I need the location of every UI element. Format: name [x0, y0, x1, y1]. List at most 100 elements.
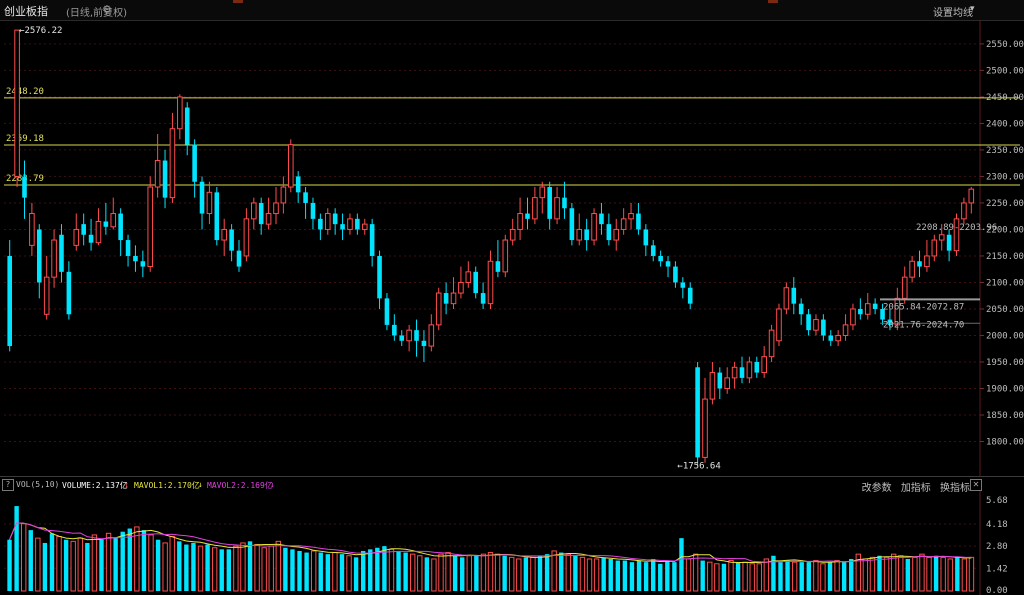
candle-body — [628, 213, 634, 220]
volume-bar — [254, 544, 260, 592]
volume-bar — [339, 554, 345, 591]
volume-bar — [643, 562, 649, 591]
volume-bar — [749, 563, 755, 592]
gear-icon[interactable]: ⚙ — [102, 3, 112, 16]
volume-bar — [304, 552, 309, 591]
candle-body — [192, 144, 197, 182]
volume-bar — [827, 562, 833, 591]
candle-body — [547, 187, 552, 219]
switch-indicator-button[interactable]: 换指标 — [940, 483, 970, 494]
volume-bar — [318, 552, 323, 591]
volume-bar — [728, 560, 734, 592]
candle-body — [125, 240, 131, 256]
candle-body — [850, 308, 856, 326]
volume-bar — [813, 560, 819, 592]
volume-bar — [565, 553, 571, 592]
volume-bar — [551, 550, 557, 592]
volume-bar — [593, 558, 600, 592]
volume-bar — [890, 553, 897, 592]
candle-body — [901, 276, 908, 299]
candle-body — [162, 160, 168, 198]
candle-body — [768, 329, 775, 358]
candle-body — [709, 372, 716, 400]
add-indicator-button[interactable]: 加指标 — [900, 483, 931, 494]
close-icon[interactable]: ✕ — [970, 479, 982, 491]
volume-bar — [431, 558, 437, 592]
min-annotation: ←1756.64 — [677, 461, 720, 471]
candle-body — [953, 218, 960, 252]
candle-body — [229, 229, 234, 251]
volume-bar — [926, 556, 932, 592]
volume-bar — [120, 531, 125, 591]
gap-annotation: 2065.84-2072.87 — [883, 302, 964, 312]
candle-body — [532, 197, 538, 220]
change-params-button[interactable]: 改参数 — [861, 483, 892, 494]
volume-bar — [310, 550, 317, 592]
candle-body — [887, 319, 893, 325]
volume-bar — [791, 561, 798, 592]
candle-body — [324, 213, 331, 230]
candle-body — [680, 282, 686, 288]
candle-body — [946, 234, 952, 251]
volume-bar — [211, 547, 218, 592]
volume-bar — [665, 560, 670, 591]
volume-bar — [155, 539, 161, 591]
gap-annotation: 2208.89-2203.96 — [916, 223, 997, 233]
title-bar: 创业板指 (日线,前复权) ⚙ 设置均线 ▾ — [0, 0, 1024, 21]
help-icon[interactable]: ? — [2, 479, 14, 491]
y-tick-label: 1.42 — [986, 564, 1008, 574]
volume-bar — [636, 560, 642, 591]
candle-body — [754, 361, 760, 373]
volume-bar — [42, 542, 48, 591]
volume-bar — [573, 555, 578, 591]
y-tick-label: 2150.00 — [986, 252, 1024, 262]
volume-bar — [650, 558, 656, 591]
candle-body — [620, 218, 627, 230]
candle-body — [487, 260, 494, 305]
arrow-down-icon: ↓ — [198, 480, 203, 489]
volume-chart[interactable]: 0.00 1.42 2.80 4.18 5.68 — [0, 476, 1024, 595]
volume-bar — [516, 558, 522, 592]
volume-bar — [685, 558, 692, 592]
volume-bar — [862, 558, 869, 592]
ma-setting-button[interactable]: 设置均线 — [933, 8, 973, 19]
volume-bar — [735, 562, 741, 591]
volume-bar — [622, 560, 628, 591]
y-tick-label: 4.18 — [986, 520, 1008, 530]
volume-bar — [205, 544, 210, 591]
volume-bar — [672, 562, 677, 591]
volume-bar — [56, 536, 62, 592]
volume-bar — [707, 561, 713, 592]
candle-body — [606, 224, 612, 241]
candle-body — [206, 191, 213, 215]
candle-body — [273, 202, 279, 215]
candle-body — [214, 192, 220, 241]
candle-body — [502, 239, 509, 273]
mavol2-line — [9, 522, 972, 563]
volume-bar — [388, 548, 395, 592]
chart-title: 创业板指 — [4, 5, 48, 18]
volume-bar — [247, 541, 253, 591]
candlestick-chart[interactable]: 1800.00 1850.00 1900.00 1950.00 2000.00 2050.… — [0, 20, 1024, 476]
volume-bar — [700, 560, 705, 591]
candle-body — [177, 96, 183, 130]
candle-body — [517, 213, 523, 230]
volume-bar — [530, 556, 536, 592]
vol-mavol1-value: MAVOL1:2.170亿 — [134, 481, 200, 490]
chevron-down-icon[interactable]: ▾ — [970, 4, 975, 14]
volume-bar — [77, 537, 83, 592]
volume-bar — [869, 556, 876, 592]
candle-body — [428, 324, 435, 347]
y-tick-label: 2050.00 — [986, 305, 1024, 315]
candle-body — [539, 186, 546, 199]
volume-bar — [544, 554, 550, 591]
volume-bar — [460, 557, 465, 591]
candle-body — [251, 202, 257, 220]
candle-body — [258, 202, 264, 225]
candle-body — [880, 308, 885, 320]
candle-body — [340, 224, 345, 230]
volume-bar — [99, 539, 104, 591]
volume-bar — [841, 562, 847, 591]
candle-body — [858, 308, 863, 315]
candle-body — [961, 202, 967, 220]
